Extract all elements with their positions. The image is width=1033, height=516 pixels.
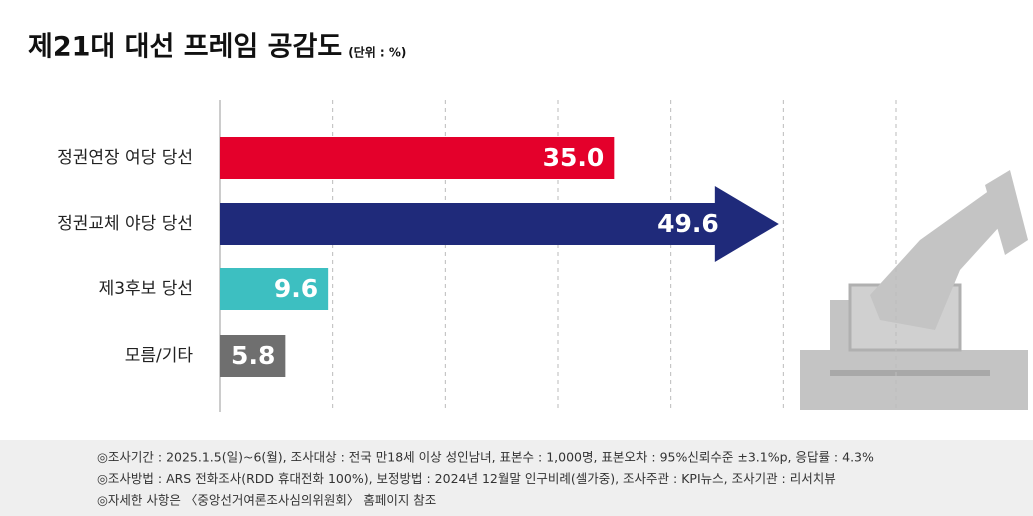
bar [220, 186, 779, 262]
ballot-box-icon [800, 170, 1028, 410]
value-label: 9.6 [274, 274, 318, 303]
value-label: 5.8 [231, 341, 275, 370]
unit-label: (단위 : %) [348, 45, 406, 60]
bar [220, 268, 329, 310]
category-label: 정권교체 야당 당선 [57, 214, 193, 234]
category-label: 제3후보 당선 [99, 279, 193, 299]
value-label: 35.0 [543, 143, 605, 172]
category-label: 정권연장 여당 당선 [57, 148, 193, 168]
footnote: ◎조사기간 : 2025.1.5(일)~6(월), 조사대상 : 전국 만18세… [97, 450, 874, 465]
chart-title: 제21대 대선 프레임 공감도 [28, 32, 342, 63]
footnote: ◎자세한 사항은 〈중앙선거여론조사심의위원회〉 홈페이지 참조 [97, 493, 436, 508]
bar [220, 335, 286, 377]
footer-background [0, 440, 1033, 516]
bar [220, 137, 615, 179]
category-label: 모름/기타 [125, 346, 194, 366]
value-label: 49.6 [657, 209, 719, 238]
footnote: ◎조사방법 : ARS 전화조사(RDD 휴대전화 100%), 보정방법 : … [97, 471, 836, 486]
